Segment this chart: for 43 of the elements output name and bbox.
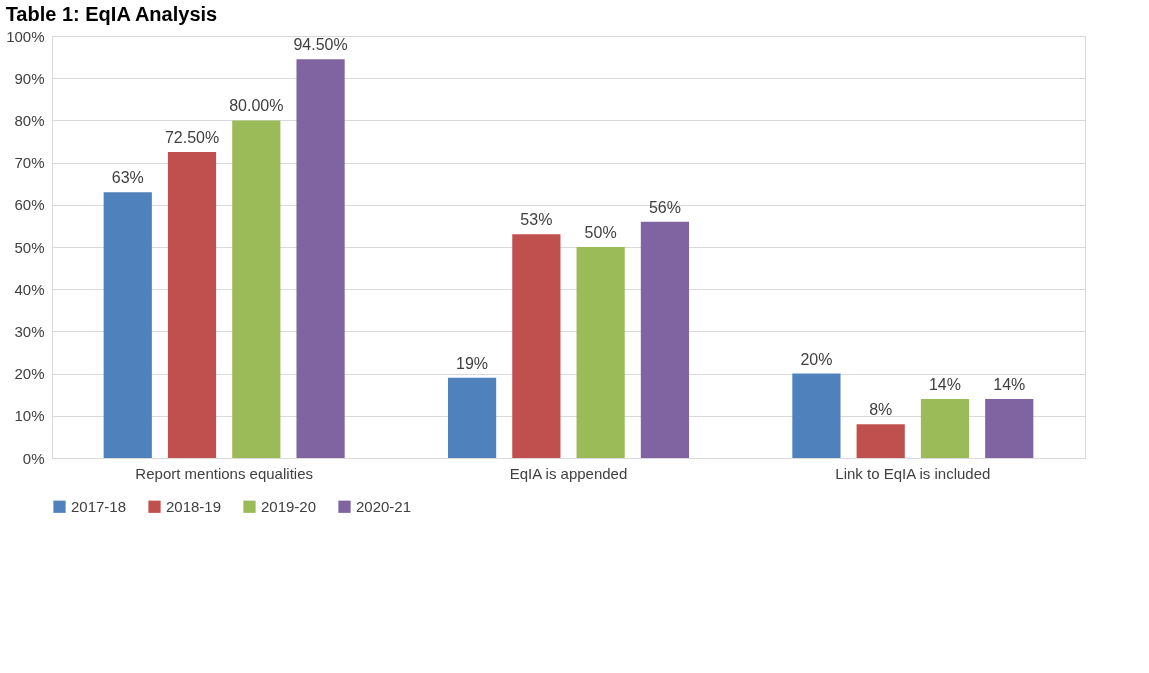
- legend-label: 2018-19: [166, 497, 222, 515]
- legend-label: 2020-21: [356, 497, 412, 515]
- bar: [856, 424, 905, 458]
- y-tick-label: 70%: [14, 154, 45, 172]
- data-label: 72.50%: [164, 129, 220, 147]
- bar: [296, 59, 345, 458]
- bar: [232, 120, 281, 458]
- bar: [792, 373, 841, 458]
- data-label: 8%: [869, 401, 893, 419]
- data-label: 50%: [584, 224, 617, 241]
- data-label: 19%: [456, 354, 489, 372]
- y-tick-label: 60%: [14, 196, 45, 214]
- chart-title: Table 1: EqIA Analysis: [5, 3, 218, 25]
- bar: [447, 377, 497, 458]
- data-label: 94.50%: [293, 36, 348, 54]
- bar: [985, 398, 1034, 458]
- x-tick-label: Report mentions equalities: [135, 464, 313, 482]
- data-label: 14%: [993, 375, 1026, 393]
- data-label: 20%: [800, 350, 833, 368]
- bar: [920, 398, 970, 458]
- bar: [512, 234, 561, 458]
- y-tick-label: 80%: [14, 111, 45, 129]
- data-label: 63%: [111, 169, 144, 187]
- x-tick-label: EqIA is appended: [509, 464, 628, 482]
- bar: [640, 221, 690, 458]
- data-label: 80.00%: [229, 97, 284, 115]
- y-tick-label: 0%: [22, 449, 45, 467]
- bar: [576, 247, 625, 458]
- bar: [167, 152, 217, 458]
- x-tick-label: Link to EqIA is included: [835, 464, 991, 482]
- y-tick-label: 90%: [14, 69, 45, 87]
- data-label: 53%: [520, 211, 553, 229]
- legend-label: 2019-20: [261, 497, 317, 515]
- y-tick-label: 30%: [14, 322, 45, 340]
- y-tick-label: 100%: [6, 27, 45, 45]
- y-tick-label: 20%: [14, 365, 45, 383]
- y-tick-label: 40%: [14, 280, 45, 298]
- data-label: 14%: [928, 375, 961, 393]
- y-tick-label: 50%: [14, 238, 45, 256]
- bar: [103, 192, 152, 458]
- legend-label: 2017-18: [71, 497, 127, 515]
- data-label: 56%: [648, 198, 681, 216]
- y-tick-label: 10%: [14, 407, 45, 425]
